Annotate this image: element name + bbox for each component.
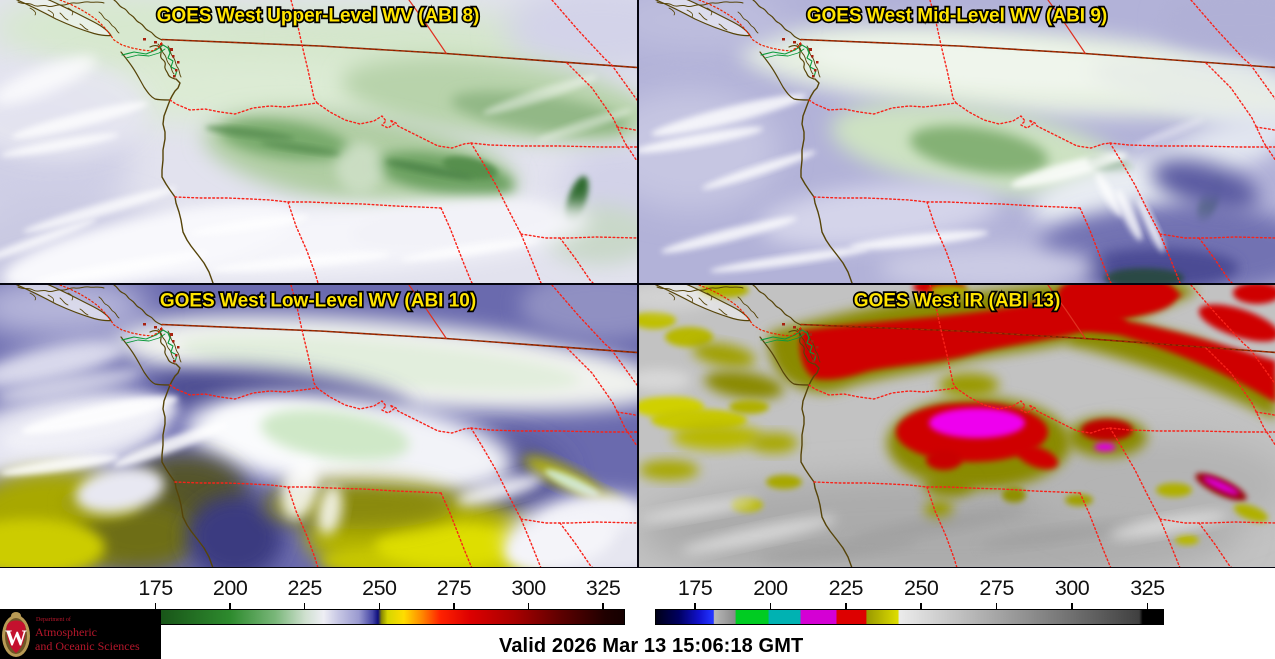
svg-text:GOES West Upper-Level WV (ABI: GOES West Upper-Level WV (ABI 8) [157, 6, 480, 27]
svg-text:GOES West Low-Level WV (ABI 10: GOES West Low-Level WV (ABI 10) [160, 291, 476, 312]
svg-text:GOES West Mid-Level WV (ABI 9): GOES West Mid-Level WV (ABI 9) [807, 6, 1108, 27]
svg-text:GOES West IR (ABI 13): GOES West IR (ABI 13) [854, 291, 1061, 312]
svg-text:W: W [5, 625, 27, 650]
